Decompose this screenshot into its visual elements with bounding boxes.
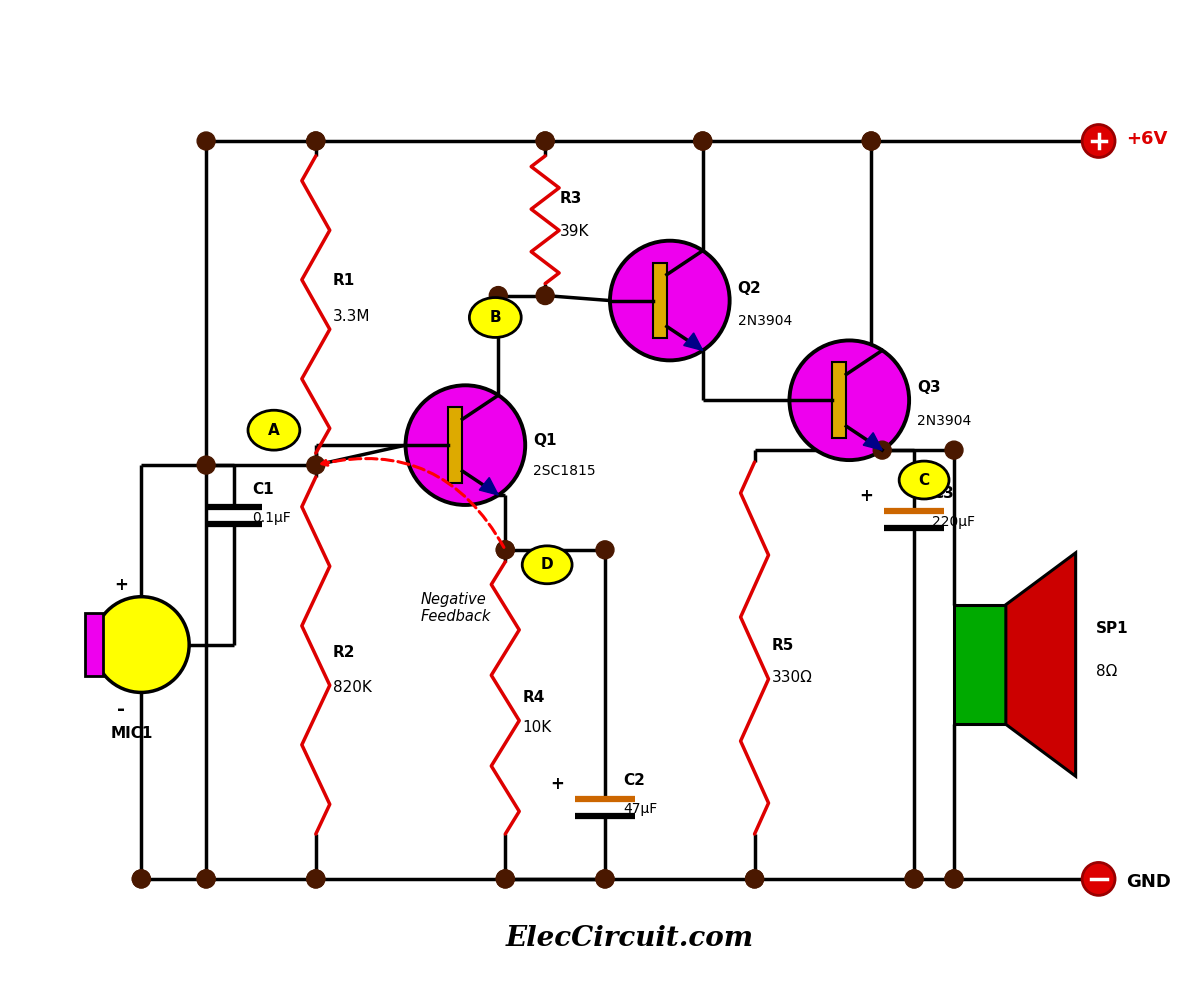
Circle shape <box>307 456 325 474</box>
Text: A: A <box>268 423 280 437</box>
Circle shape <box>596 541 614 558</box>
Text: R2: R2 <box>332 645 355 660</box>
Circle shape <box>946 870 962 887</box>
Text: MIC1: MIC1 <box>110 726 152 742</box>
Text: R4: R4 <box>522 690 545 705</box>
Circle shape <box>790 341 910 460</box>
Circle shape <box>610 240 730 361</box>
Text: R1: R1 <box>332 273 355 288</box>
Text: 0.1µF: 0.1µF <box>252 511 290 525</box>
Text: -: - <box>118 700 125 719</box>
Circle shape <box>694 132 712 150</box>
Circle shape <box>307 132 325 150</box>
FancyBboxPatch shape <box>833 362 846 438</box>
Text: 2N3904: 2N3904 <box>917 414 971 428</box>
Text: 8Ω: 8Ω <box>1096 665 1117 680</box>
Circle shape <box>863 132 881 150</box>
Text: GND: GND <box>1127 873 1171 890</box>
Text: 3.3M: 3.3M <box>332 309 371 324</box>
Circle shape <box>863 132 881 150</box>
Text: C2: C2 <box>623 773 644 788</box>
Ellipse shape <box>899 461 949 499</box>
Text: 39K: 39K <box>560 225 589 239</box>
FancyBboxPatch shape <box>85 613 103 677</box>
Text: B: B <box>490 310 502 325</box>
FancyBboxPatch shape <box>653 263 667 339</box>
Ellipse shape <box>248 410 300 450</box>
Circle shape <box>536 132 554 150</box>
Circle shape <box>946 870 962 887</box>
Text: 2SC1815: 2SC1815 <box>533 464 596 478</box>
Text: +6V: +6V <box>1127 130 1168 148</box>
Circle shape <box>946 441 962 459</box>
Circle shape <box>1082 863 1115 895</box>
Text: +: + <box>114 576 128 594</box>
Text: SP1: SP1 <box>1096 621 1128 635</box>
Text: 820K: 820K <box>332 680 372 695</box>
Circle shape <box>197 456 215 474</box>
Text: Q1: Q1 <box>533 433 557 448</box>
Polygon shape <box>1006 553 1075 776</box>
Circle shape <box>94 597 190 692</box>
Circle shape <box>406 385 526 505</box>
Text: 10K: 10K <box>522 720 552 736</box>
FancyBboxPatch shape <box>954 605 1006 724</box>
Circle shape <box>497 541 515 558</box>
Text: C3: C3 <box>932 486 954 501</box>
Text: Q2: Q2 <box>738 281 761 296</box>
Circle shape <box>497 541 515 558</box>
Circle shape <box>905 870 923 887</box>
Circle shape <box>197 870 215 887</box>
Circle shape <box>536 287 554 304</box>
Circle shape <box>490 287 508 304</box>
Polygon shape <box>479 478 498 495</box>
Circle shape <box>596 870 614 887</box>
Circle shape <box>1082 124 1115 158</box>
Circle shape <box>694 132 712 150</box>
Circle shape <box>132 870 150 887</box>
Circle shape <box>905 870 923 887</box>
Text: C1: C1 <box>252 482 274 497</box>
Text: ElecCircuit.com: ElecCircuit.com <box>506 925 754 952</box>
Circle shape <box>307 870 325 887</box>
Text: Q3: Q3 <box>917 380 941 395</box>
Text: +: + <box>550 774 564 793</box>
Circle shape <box>536 132 554 150</box>
Circle shape <box>497 870 515 887</box>
Ellipse shape <box>469 297 521 338</box>
FancyBboxPatch shape <box>449 407 462 483</box>
Circle shape <box>497 870 515 887</box>
Ellipse shape <box>522 546 572 584</box>
Text: 2N3904: 2N3904 <box>738 314 792 328</box>
Text: +: + <box>859 488 874 505</box>
Text: R5: R5 <box>772 637 794 652</box>
Polygon shape <box>684 333 703 351</box>
Text: D: D <box>541 558 553 572</box>
Circle shape <box>745 870 763 887</box>
Circle shape <box>307 870 325 887</box>
Text: 47µF: 47µF <box>623 802 658 817</box>
Circle shape <box>197 870 215 887</box>
Text: 220µF: 220µF <box>932 515 976 529</box>
Circle shape <box>745 870 763 887</box>
Circle shape <box>132 870 150 887</box>
Circle shape <box>596 870 614 887</box>
Circle shape <box>874 441 892 459</box>
Circle shape <box>307 132 325 150</box>
Text: C: C <box>918 473 930 488</box>
Polygon shape <box>863 432 882 450</box>
Circle shape <box>197 132 215 150</box>
Text: Negative
Feedback: Negative Feedback <box>420 592 491 624</box>
Text: R3: R3 <box>560 191 582 206</box>
Text: 330Ω: 330Ω <box>772 671 812 686</box>
